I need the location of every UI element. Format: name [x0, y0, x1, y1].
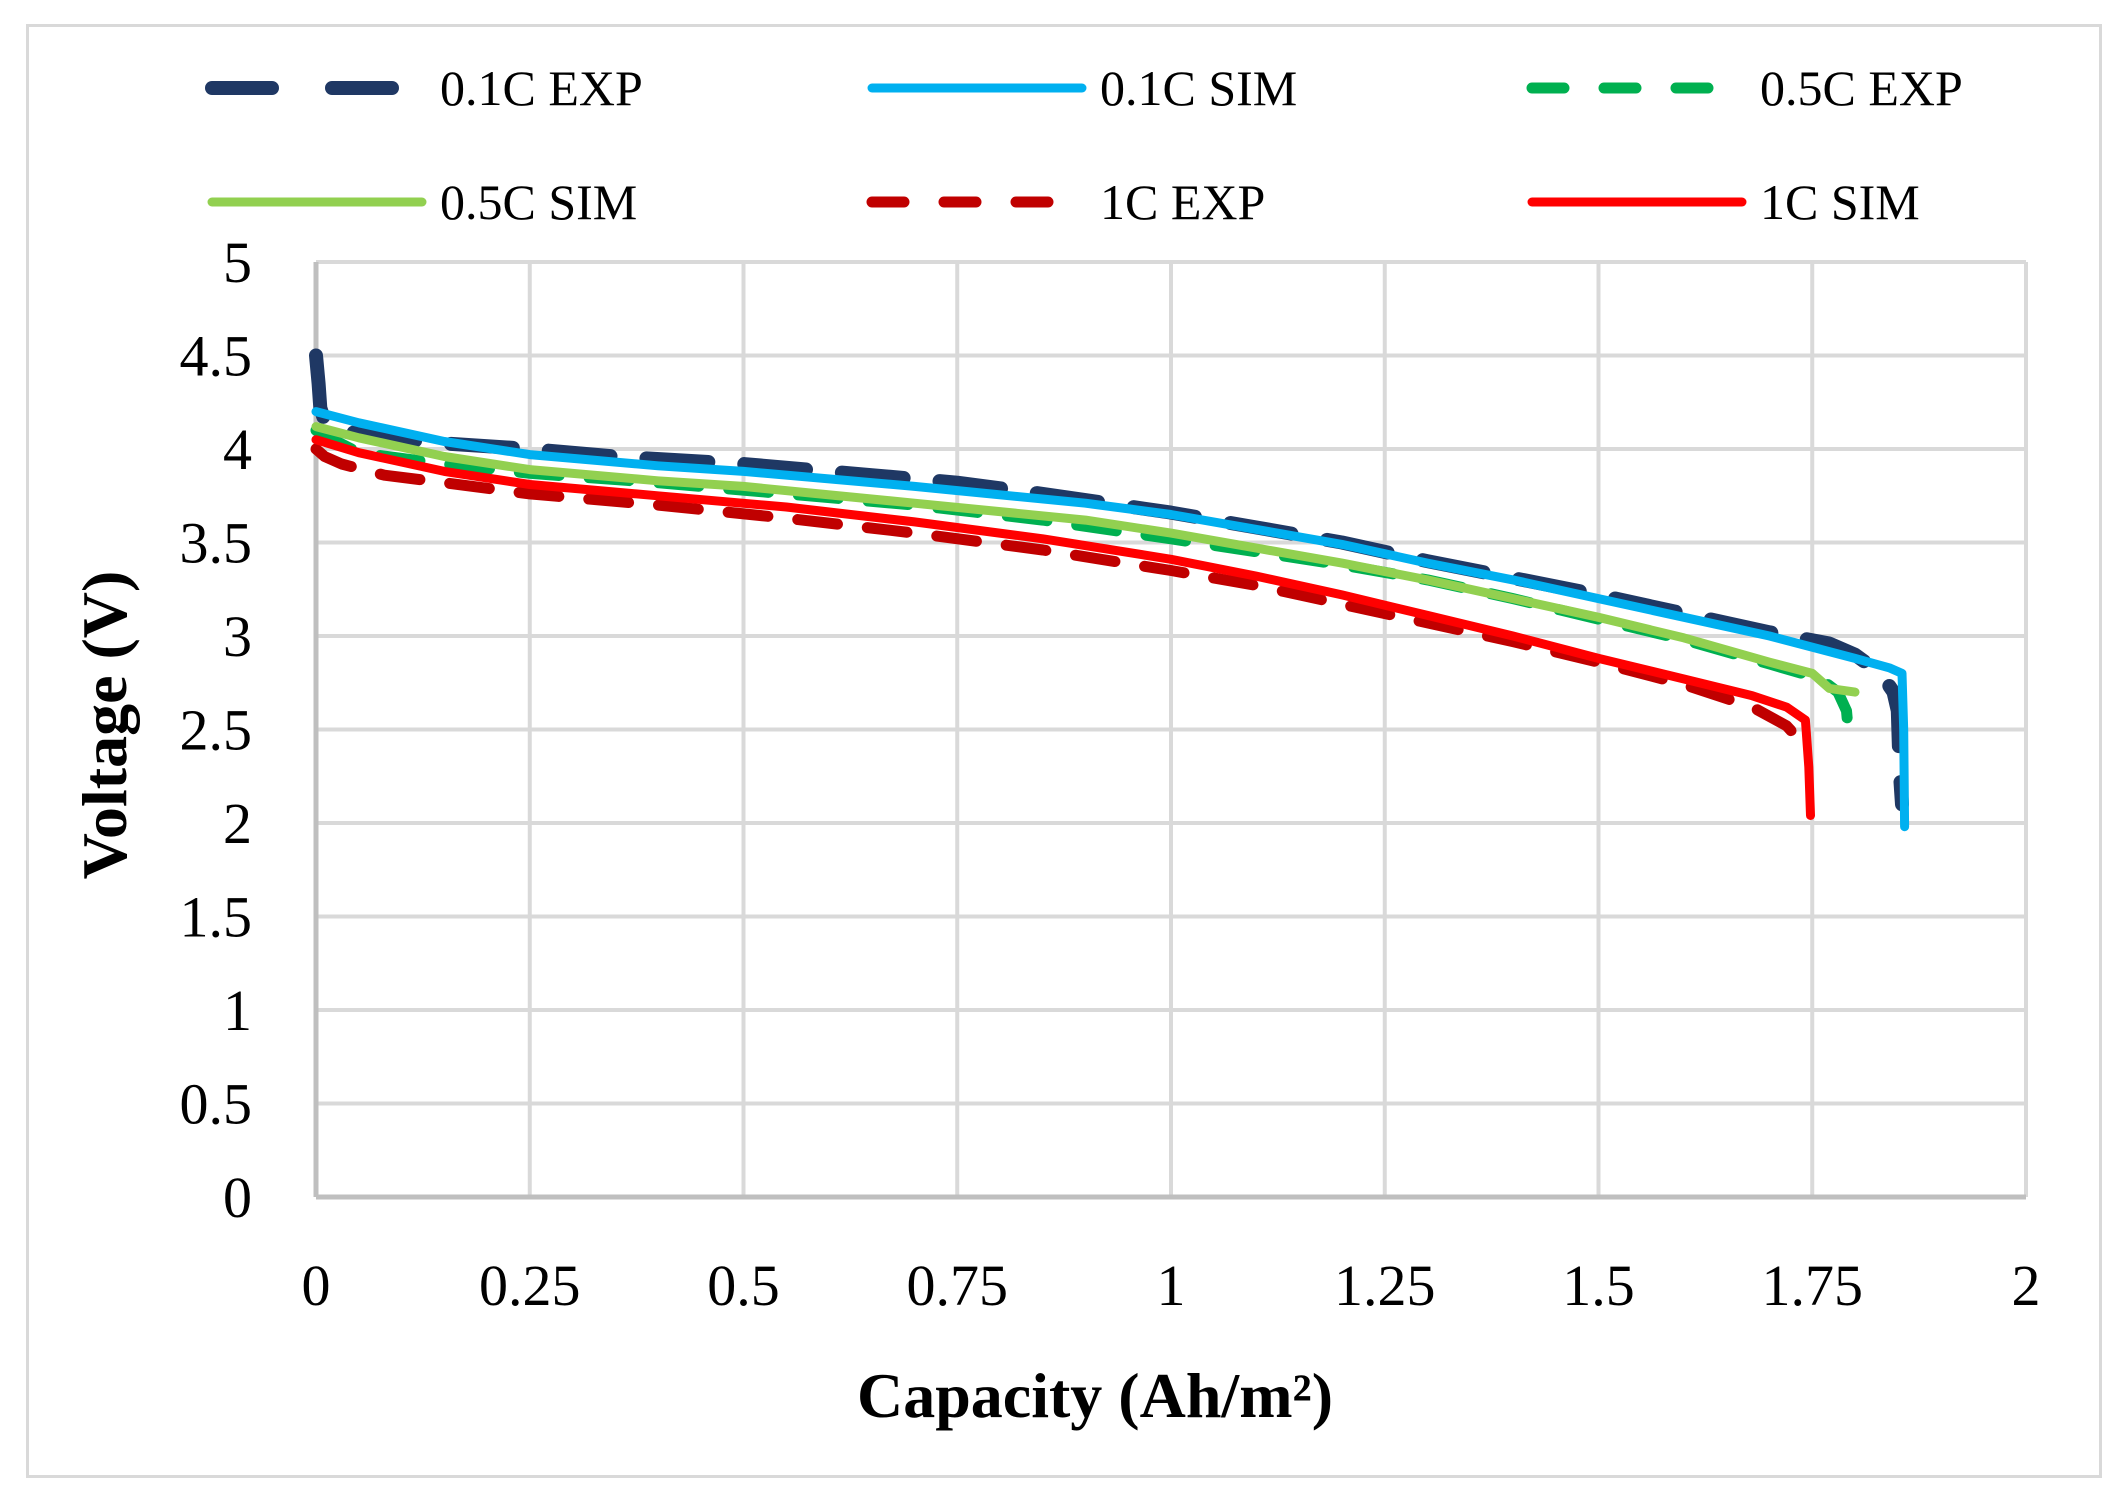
series-line-0-1c-exp — [309, 348, 1909, 812]
y-tick-label: 4.5 — [180, 324, 253, 389]
x-tick-label: 0 — [302, 1253, 331, 1318]
y-tick-labels: 0 0.5 1 1.5 2 2.5 3 3.5 4 4.5 5 — [180, 230, 253, 1230]
x-tick-label: 0.25 — [479, 1253, 581, 1318]
y-tick-label: 5 — [223, 230, 252, 295]
x-tick-labels: 0 0.25 0.5 0.75 1 1.25 1.5 1.75 2 — [302, 1253, 2041, 1318]
gridlines — [314, 260, 2028, 1199]
legend-label: 0.5C SIM — [440, 174, 637, 230]
series-line-0-5c-sim — [311, 422, 1860, 697]
x-tick-label: 1.5 — [1562, 1253, 1635, 1318]
y-tick-label: 2 — [223, 791, 252, 856]
series-line-1c-exp — [310, 443, 1810, 750]
y-tick-label: 4 — [223, 417, 252, 482]
series-lines — [309, 348, 1910, 832]
x-tick-label: 1.25 — [1334, 1253, 1436, 1318]
x-axis-title: Capacity (Ah/m²) — [857, 1360, 1333, 1431]
y-axis-title: Voltage (V) — [69, 571, 140, 880]
legend: 0.1C EXP 0.1C SIM 0.5C EXP 0.5C SIM 1C EXP 1C… — [205, 60, 1963, 230]
y-tick-label: 1 — [223, 978, 252, 1043]
legend-label: 1C SIM — [1760, 174, 1920, 230]
legend-label: 1C EXP — [1100, 174, 1265, 230]
legend-label: 0.5C EXP — [1760, 60, 1963, 116]
x-tick-label: 2 — [2012, 1253, 2041, 1318]
series-line-1c-sim — [311, 435, 1815, 820]
legend-label: 0.1C EXP — [440, 60, 643, 116]
y-tick-label: 0 — [223, 1165, 252, 1230]
axes — [313, 262, 2026, 1200]
chart-frame — [26, 24, 2102, 1478]
legend-label: 0.1C SIM — [1100, 60, 1297, 116]
y-tick-label: 3.5 — [180, 511, 253, 576]
x-tick-label: 0.75 — [907, 1253, 1009, 1318]
y-tick-label: 0.5 — [180, 1072, 253, 1137]
x-tick-label: 1 — [1157, 1253, 1186, 1318]
y-tick-label: 1.5 — [180, 885, 253, 950]
y-tick-label: 3 — [223, 604, 252, 669]
y-tick-label: 2.5 — [180, 698, 253, 763]
x-tick-label: 0.5 — [707, 1253, 780, 1318]
series-line-0-1c-sim — [311, 407, 1910, 832]
x-tick-label: 1.75 — [1762, 1253, 1864, 1318]
